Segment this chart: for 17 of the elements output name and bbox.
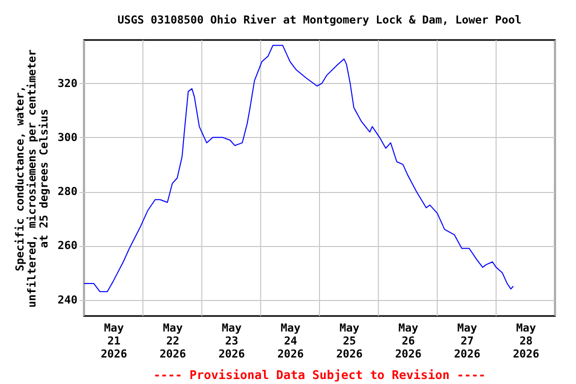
x-tick-label: May 24 2026	[277, 322, 304, 360]
x-tick-label: May 23 2026	[218, 322, 246, 360]
text: ---- Provisional Data Subject to Revision ----	[153, 368, 486, 382]
y-tick-label: 260	[58, 239, 78, 252]
chart-title: USGS 03108500 Ohio River at Montgomery Lock & Dam, Lower Pool	[118, 14, 522, 26]
x-tick-label: May 26 2026	[395, 322, 422, 360]
y-tick-label: 320	[58, 76, 78, 90]
line-series	[84, 44, 514, 292]
x-tick-label: May 27 2026	[454, 322, 481, 360]
x-tick-label: May 21 2026	[100, 322, 128, 360]
y-tick-label: 280	[58, 185, 78, 198]
x-tick-label: May 28 2026	[512, 322, 540, 360]
y-axis-title: Specific conductance, water, unfiltered, microsiemens per centimeter at 25 degrees Celsius	[14, 48, 51, 308]
x-tick-label: May 25 2026	[336, 322, 364, 360]
y-tick-label: 240	[58, 293, 78, 306]
y-tick-label: 300	[58, 130, 78, 144]
x-tick-label: May 22 2026	[160, 322, 186, 360]
